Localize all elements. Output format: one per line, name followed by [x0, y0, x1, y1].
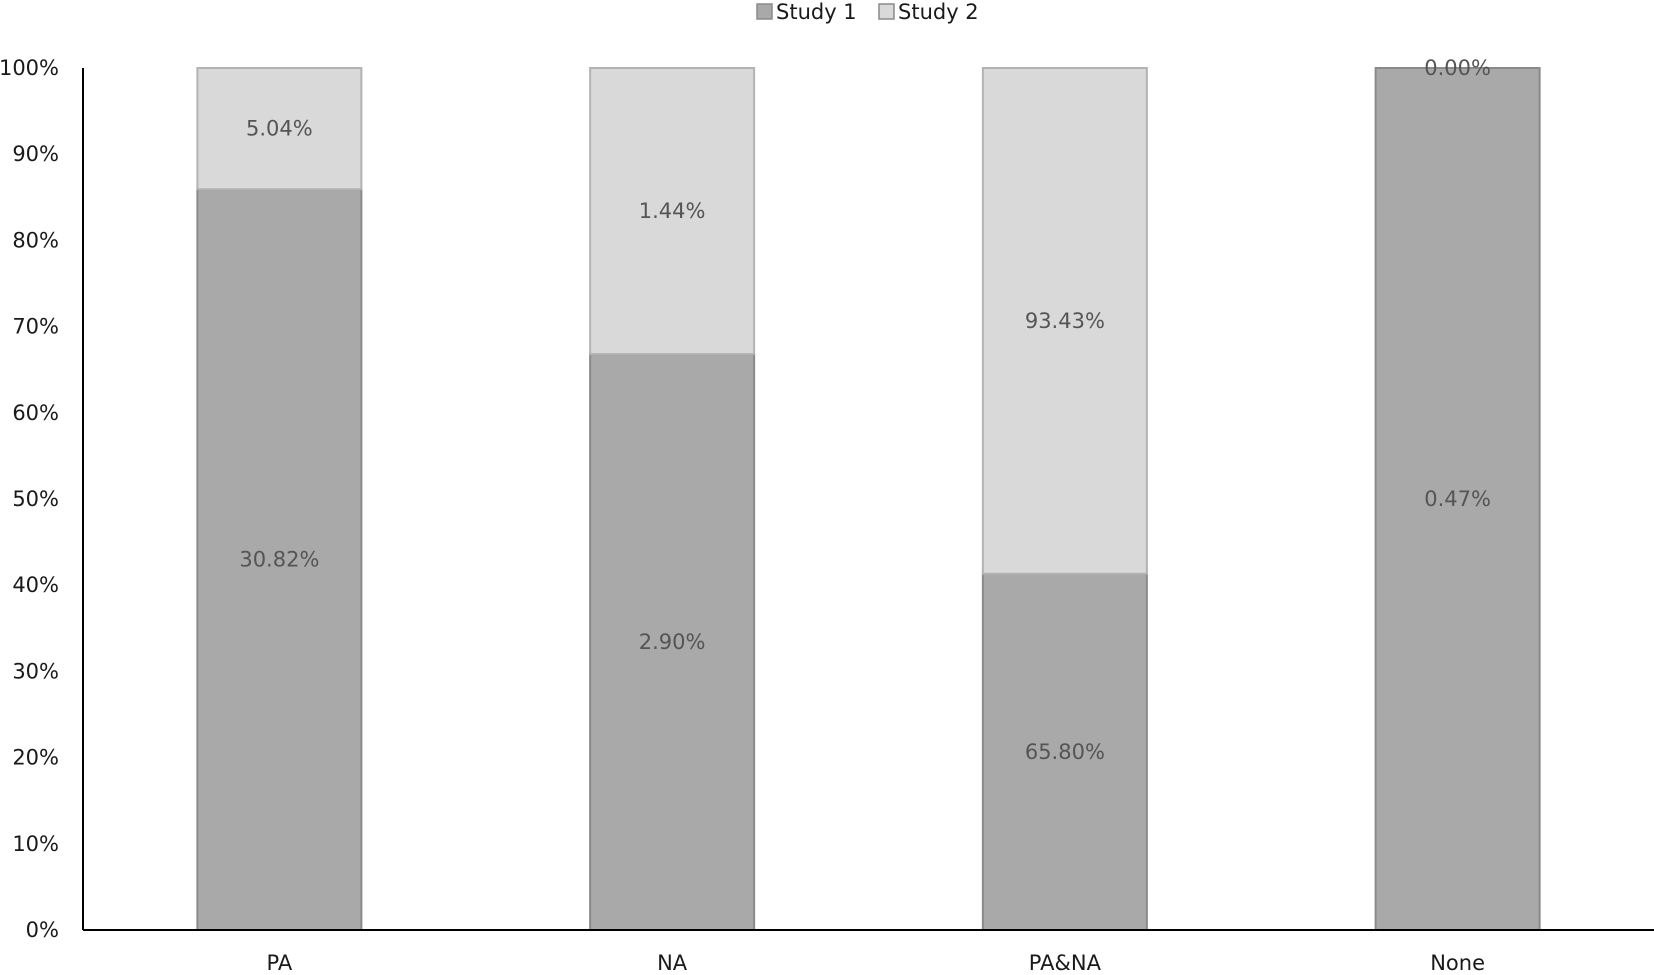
x-tick-label: None: [1430, 951, 1485, 975]
y-tick-label: 50%: [12, 487, 59, 511]
y-tick-label: 80%: [12, 228, 59, 252]
y-tick-label: 60%: [12, 401, 59, 425]
data-label: 65.80%: [1025, 740, 1105, 764]
data-label: 5.04%: [246, 117, 313, 141]
data-label: 93.43%: [1025, 309, 1105, 333]
y-tick-label: 90%: [12, 142, 59, 166]
y-tick-label: 20%: [12, 746, 59, 770]
data-label: 0.47%: [1424, 487, 1491, 511]
legend-label: Study 2: [898, 0, 979, 24]
bars: 30.82% 5.04% 2.90% 1.44% 65.80% 93.43% 0.47% 0.…: [196, 56, 1541, 932]
data-label: 1.44%: [639, 199, 706, 223]
bar-segment: [1374, 67, 1541, 931]
bar-segment: [196, 67, 363, 191]
legend: Study 1 Study 2: [756, 0, 979, 24]
bar-segment: [589, 67, 756, 356]
y-tick-label: 40%: [12, 573, 59, 597]
x-tick-label: NA: [657, 951, 688, 975]
y-tick-label: 30%: [12, 659, 59, 683]
legend-swatch: [756, 3, 773, 20]
bar-segment: [981, 572, 1148, 931]
data-label: 30.82%: [239, 548, 319, 572]
y-tick-label: 70%: [12, 315, 59, 339]
y-tick-label: 0%: [26, 918, 59, 942]
x-tick-label: PA&NA: [1029, 951, 1102, 975]
y-axis: 0% 10% 20% 30% 40% 50% 60% 70% 80% 90% 100%: [0, 56, 84, 942]
data-label: 2.90%: [639, 630, 706, 654]
y-tick-label: 10%: [12, 832, 59, 856]
x-axis: PA NA PA&NA None: [83, 929, 1654, 975]
x-tick-label: PA: [267, 951, 293, 975]
bar-segment: [981, 67, 1148, 575]
legend-label: Study 1: [776, 0, 857, 24]
legend-swatch: [878, 3, 895, 20]
y-tick-label: 100%: [0, 56, 59, 80]
data-label: 0.00%: [1424, 56, 1491, 80]
